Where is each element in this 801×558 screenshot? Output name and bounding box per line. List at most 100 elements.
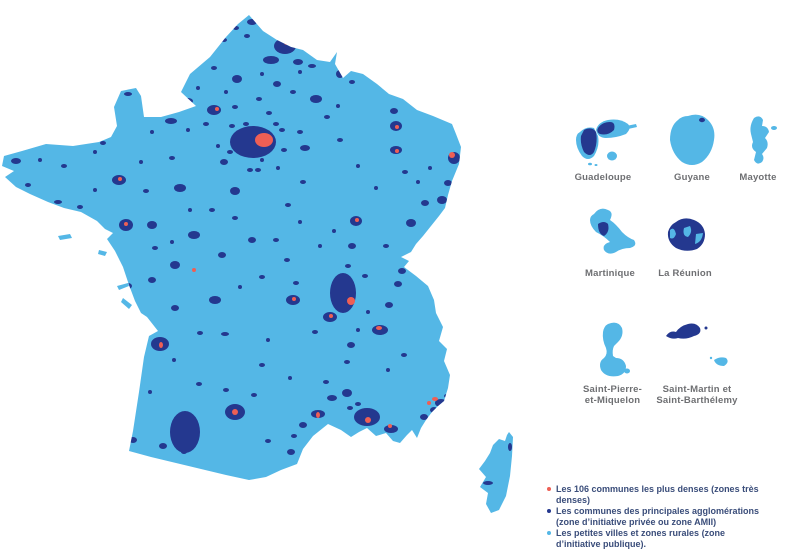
- legend-item-dense: Les 106 communes les plus denses (zones …: [546, 484, 768, 506]
- map-spot: [293, 59, 303, 65]
- map-spot: [508, 443, 512, 451]
- map-spot: [181, 450, 187, 454]
- map-spot: [224, 90, 228, 94]
- map-spot: [102, 232, 110, 236]
- map-spot: [232, 105, 238, 109]
- map-spot: [150, 130, 154, 134]
- map-spot: [207, 105, 221, 115]
- map-spot: [259, 363, 265, 367]
- map-spot: [390, 108, 398, 114]
- map-spot: [386, 368, 390, 372]
- map-spot: [332, 229, 336, 233]
- france-map: [2, 15, 513, 513]
- map-spot: [229, 124, 235, 128]
- map-spot: [139, 160, 143, 164]
- map-spot: [284, 258, 290, 262]
- map-spot: [384, 425, 398, 433]
- map-spot: [291, 434, 297, 438]
- legend-bullet-agglomerations: [547, 508, 551, 513]
- map-spot: [348, 243, 356, 249]
- map-spot: [356, 164, 360, 168]
- map-spot: [395, 149, 399, 153]
- map-spot: [362, 274, 368, 278]
- map-spot: [93, 150, 97, 154]
- map-spot: [124, 222, 128, 226]
- map-spot: [218, 252, 226, 258]
- map-spot: [232, 216, 238, 220]
- territory-label-la-reunion: La Réunion: [658, 268, 712, 279]
- map-spot: [192, 268, 196, 272]
- map-spot: [196, 86, 200, 90]
- map-spot: [248, 237, 256, 243]
- map-spot: [170, 240, 174, 244]
- map-spot: [221, 332, 229, 336]
- map-spot: [209, 208, 215, 212]
- map-spot: [170, 411, 200, 453]
- map-spot: [118, 177, 122, 181]
- map-spot: [398, 268, 406, 274]
- territory-martinique: Martinique: [582, 206, 638, 279]
- map-spot: [116, 260, 120, 264]
- map-spot: [251, 393, 257, 397]
- map-spot: [129, 437, 137, 443]
- map-spot: [203, 122, 209, 126]
- map-spot: [420, 414, 428, 420]
- map-spot: [312, 330, 318, 334]
- noirmoutier-shape: [98, 250, 107, 256]
- territory-saint-pierre-et-miquelon: Saint-Pierre- et-Miquelon: [583, 318, 642, 407]
- map-spot: [77, 205, 83, 209]
- map-spot: [372, 325, 388, 335]
- belle-ile-shape: [58, 234, 72, 240]
- map-spot: [344, 360, 350, 364]
- map-spot: [299, 422, 307, 428]
- map-spot: [188, 231, 200, 239]
- map-spot: [349, 80, 355, 84]
- map-spot: [401, 353, 407, 357]
- map-spot: [406, 219, 416, 227]
- map-spot: [297, 130, 303, 134]
- map-spot: [427, 401, 431, 405]
- map-spot: [124, 92, 132, 96]
- map-spot: [255, 168, 261, 172]
- map-spot: [260, 158, 264, 162]
- map-spot: [172, 358, 176, 362]
- map-spot: [227, 150, 233, 154]
- map-spot: [273, 238, 279, 242]
- map-spot: [197, 331, 203, 335]
- map-spot: [327, 395, 337, 401]
- map-spot: [38, 158, 42, 162]
- map-spot: [152, 246, 158, 250]
- map-spot: [171, 305, 179, 311]
- map-spot: [374, 186, 378, 190]
- map-spot: [428, 166, 432, 170]
- map-spot: [266, 338, 270, 342]
- map-spot: [263, 56, 279, 64]
- map-spot: [266, 111, 272, 115]
- legend-text-dense: Les 106 communes les plus denses (zones …: [556, 484, 759, 505]
- map-spot: [147, 221, 157, 229]
- map-spot: [483, 481, 493, 485]
- map-spot: [233, 26, 239, 30]
- map-spot: [287, 449, 295, 455]
- map-spot: [285, 203, 291, 207]
- map-legend: Les 106 communes les plus denses (zones …: [546, 484, 786, 550]
- map-spot: [54, 200, 62, 204]
- map-spot: [432, 397, 438, 401]
- map-spot: [337, 138, 343, 142]
- guadeloupe-map: [576, 119, 637, 166]
- territory-label-mayotte: Mayotte: [739, 172, 777, 183]
- map-spot: [421, 200, 429, 206]
- map-spot: [402, 170, 408, 174]
- territory-label-guadeloupe: Guadeloupe: [574, 172, 632, 183]
- territory-label-saint-pierre-et-miquelon: Saint-Pierre- et-Miquelon: [583, 384, 642, 407]
- map-spot: [284, 41, 290, 45]
- map-spot: [345, 264, 351, 268]
- map-spot: [281, 148, 287, 152]
- map-spot: [347, 342, 355, 348]
- map-spot: [388, 424, 392, 428]
- map-spot: [244, 34, 250, 38]
- map-spot: [385, 302, 393, 308]
- map-spot: [230, 187, 240, 195]
- map-spot: [196, 382, 202, 386]
- map-spot: [25, 183, 31, 187]
